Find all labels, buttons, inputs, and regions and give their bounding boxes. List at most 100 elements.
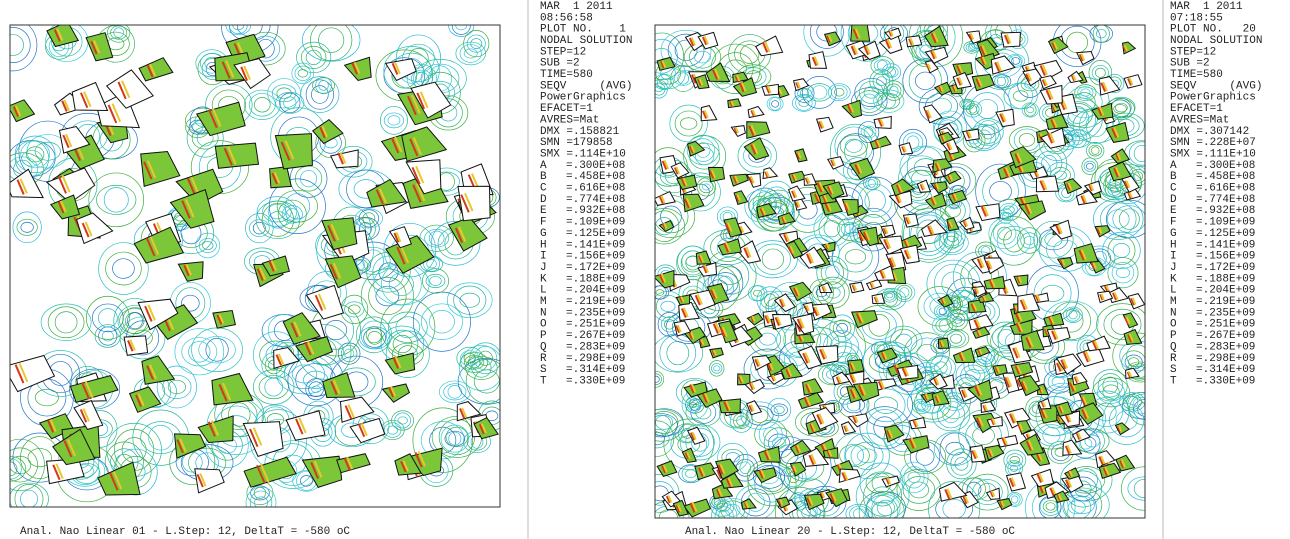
legend-value: =.267E+09 — [1196, 330, 1255, 342]
legend-letter: R — [1170, 353, 1177, 365]
legend-letter: B — [1170, 171, 1177, 183]
grain — [728, 99, 741, 108]
grain — [963, 129, 980, 141]
header-line: SUB =2 — [1170, 58, 1210, 70]
legend-value: =.314E+09 — [566, 364, 625, 376]
legend-value: =.616E+08 — [566, 183, 625, 195]
grain — [215, 143, 258, 168]
legend-value: =.283E+09 — [566, 341, 625, 353]
legend-letter: M — [1170, 296, 1177, 308]
legend-value: =.235E+09 — [1196, 307, 1255, 319]
legend-value: =.283E+09 — [1196, 341, 1255, 353]
legend-letter: I — [540, 251, 547, 263]
header-line: 07:18:55 — [1170, 12, 1223, 24]
legend-letter: T — [1170, 375, 1177, 387]
legend-value: =.330E+09 — [566, 375, 625, 387]
grain — [906, 36, 922, 47]
header-line: DMX =.307142 — [1170, 126, 1249, 138]
legend-letter: B — [540, 171, 547, 183]
legend-value: =.219E+09 — [1196, 296, 1255, 308]
legend-value: =.156E+09 — [1196, 251, 1255, 263]
header-line: SMX =.114E+10 — [540, 148, 626, 160]
header-line: SMN =179858 — [540, 137, 613, 149]
header-line: MAR 1 2011 — [1170, 1, 1243, 13]
grain — [124, 336, 148, 355]
header-line: PLOT NO. 1 — [540, 24, 626, 36]
legend-value: =.300E+08 — [1196, 160, 1255, 172]
legend-value: =.204E+09 — [566, 285, 625, 297]
legend-value: =.251E+09 — [1196, 319, 1255, 331]
legend-value: =.172E+09 — [1196, 262, 1255, 274]
legend-letter: S — [1170, 364, 1177, 376]
header-line: NODAL SOLUTION — [1170, 35, 1262, 47]
grain — [848, 360, 864, 374]
legend-letter: C — [1170, 183, 1177, 195]
header-line: TIME=580 — [1170, 69, 1223, 81]
legend-value: =.188E+09 — [1196, 273, 1255, 285]
legend-letter: H — [1170, 239, 1177, 251]
grain — [213, 311, 236, 329]
legend-value: =.109E+09 — [1196, 217, 1255, 229]
legend-value: =.458E+08 — [1196, 171, 1255, 183]
legend-value: =.141E+09 — [566, 239, 625, 251]
legend-value: =.109E+09 — [566, 217, 625, 229]
legend-letter: P — [1170, 330, 1177, 342]
header-line: SMX =.111E+10 — [1170, 148, 1256, 160]
legend-letter: S — [540, 364, 547, 376]
legend-letter: J — [540, 262, 547, 274]
header-line: STEP=12 — [1170, 46, 1216, 58]
legend-value: =.172E+09 — [566, 262, 625, 274]
header-line: PowerGraphics — [540, 92, 626, 104]
legend-letter: G — [1170, 228, 1177, 240]
grain — [1001, 32, 1020, 47]
header-line: AVRES=Mat — [540, 114, 599, 126]
header-line: 08:56:58 — [540, 12, 593, 24]
legend-letter: O — [1170, 319, 1177, 331]
legend-letter: R — [540, 353, 547, 365]
legend-value: =.774E+08 — [1196, 194, 1255, 206]
legend-value: =.774E+08 — [566, 194, 625, 206]
figure: MAR 1 201108:56:58PLOT NO. 1NODAL SOLUTI… — [0, 0, 1290, 539]
legend-value: =.298E+09 — [566, 353, 625, 365]
legend-letter: T — [540, 375, 547, 387]
header-line: AVRES=Mat — [1170, 114, 1229, 126]
legend-letter: P — [540, 330, 547, 342]
grain — [851, 24, 870, 42]
legend-value: =.219E+09 — [566, 296, 625, 308]
grain — [872, 294, 884, 304]
legend-letter: A — [540, 160, 547, 172]
legend-letter: M — [540, 296, 547, 308]
header-line: MAR 1 2011 — [540, 1, 613, 13]
legend-value: =.204E+09 — [1196, 285, 1255, 297]
header-line: SMN =.228E+07 — [1170, 137, 1256, 149]
legend-letter: N — [540, 307, 547, 319]
legend-value: =.251E+09 — [566, 319, 625, 331]
legend-letter: O — [540, 319, 547, 331]
legend-letter: N — [1170, 307, 1177, 319]
header-line: EFACET=1 — [540, 103, 593, 115]
header-line: EFACET=1 — [1170, 103, 1223, 115]
grain — [1036, 176, 1058, 192]
legend-value: =.188E+09 — [566, 273, 625, 285]
header-line: TIME=580 — [540, 69, 593, 81]
legend-letter: I — [1170, 251, 1177, 263]
legend-value: =.141E+09 — [1196, 239, 1255, 251]
legend-letter: H — [540, 239, 547, 251]
legend-letter: D — [540, 194, 547, 206]
legend-letter: K — [540, 273, 547, 285]
legend-value: =.125E+09 — [1196, 228, 1255, 240]
legend-letter: E — [540, 205, 547, 217]
legend-value: =.616E+08 — [1196, 183, 1255, 195]
legend-letter: A — [1170, 160, 1177, 172]
header-line: DMX =.158821 — [540, 126, 620, 138]
legend-value: =.156E+09 — [566, 251, 625, 263]
header-line: SEQV (AVG) — [1170, 80, 1262, 92]
header-line: SUB =2 — [540, 58, 580, 70]
header-line: PowerGraphics — [1170, 92, 1256, 104]
legend-letter: L — [540, 285, 547, 297]
legend-value: =.932E+08 — [566, 205, 625, 217]
legend-letter: L — [1170, 285, 1177, 297]
legend-letter: C — [540, 183, 547, 195]
header-line: STEP=12 — [540, 46, 586, 58]
legend-value: =.458E+08 — [566, 171, 625, 183]
